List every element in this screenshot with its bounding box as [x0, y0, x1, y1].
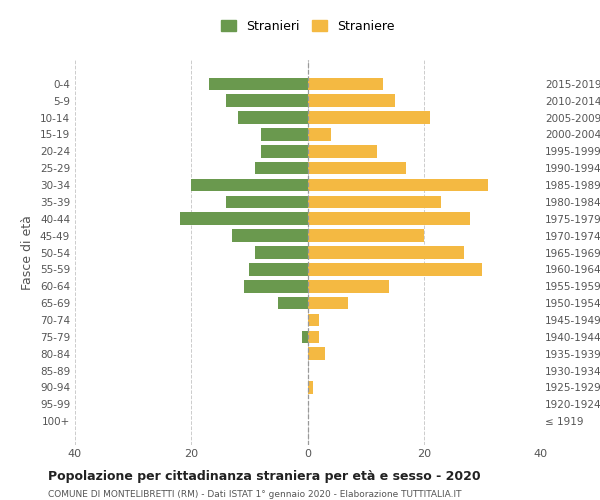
Bar: [308, 94, 395, 107]
Bar: [308, 297, 348, 310]
Bar: [226, 196, 308, 208]
Bar: [226, 94, 308, 107]
Bar: [308, 128, 331, 141]
Bar: [308, 111, 430, 124]
Text: COMUNE DI MONTELIBRETTI (RM) - Dati ISTAT 1° gennaio 2020 - Elaborazione TUTTITA: COMUNE DI MONTELIBRETTI (RM) - Dati ISTA…: [48, 490, 461, 499]
Bar: [308, 280, 389, 292]
Bar: [308, 263, 482, 276]
Bar: [308, 212, 470, 225]
Bar: [238, 111, 308, 124]
Bar: [255, 246, 308, 259]
Y-axis label: Fasce di età: Fasce di età: [22, 215, 34, 290]
Bar: [261, 128, 308, 141]
Bar: [308, 348, 325, 360]
Bar: [278, 297, 308, 310]
Bar: [250, 263, 308, 276]
Bar: [255, 162, 308, 174]
Bar: [209, 78, 308, 90]
Bar: [308, 196, 441, 208]
Bar: [308, 162, 406, 174]
Bar: [244, 280, 308, 292]
Bar: [191, 178, 308, 192]
Bar: [308, 246, 464, 259]
Bar: [308, 330, 319, 343]
Bar: [302, 330, 308, 343]
Bar: [308, 178, 488, 192]
Bar: [308, 381, 313, 394]
Bar: [261, 145, 308, 158]
Bar: [308, 230, 424, 242]
Bar: [179, 212, 308, 225]
Bar: [308, 145, 377, 158]
Bar: [308, 78, 383, 90]
Bar: [232, 230, 308, 242]
Legend: Stranieri, Straniere: Stranieri, Straniere: [217, 16, 398, 36]
Text: Popolazione per cittadinanza straniera per età e sesso - 2020: Popolazione per cittadinanza straniera p…: [48, 470, 481, 483]
Bar: [308, 314, 319, 326]
